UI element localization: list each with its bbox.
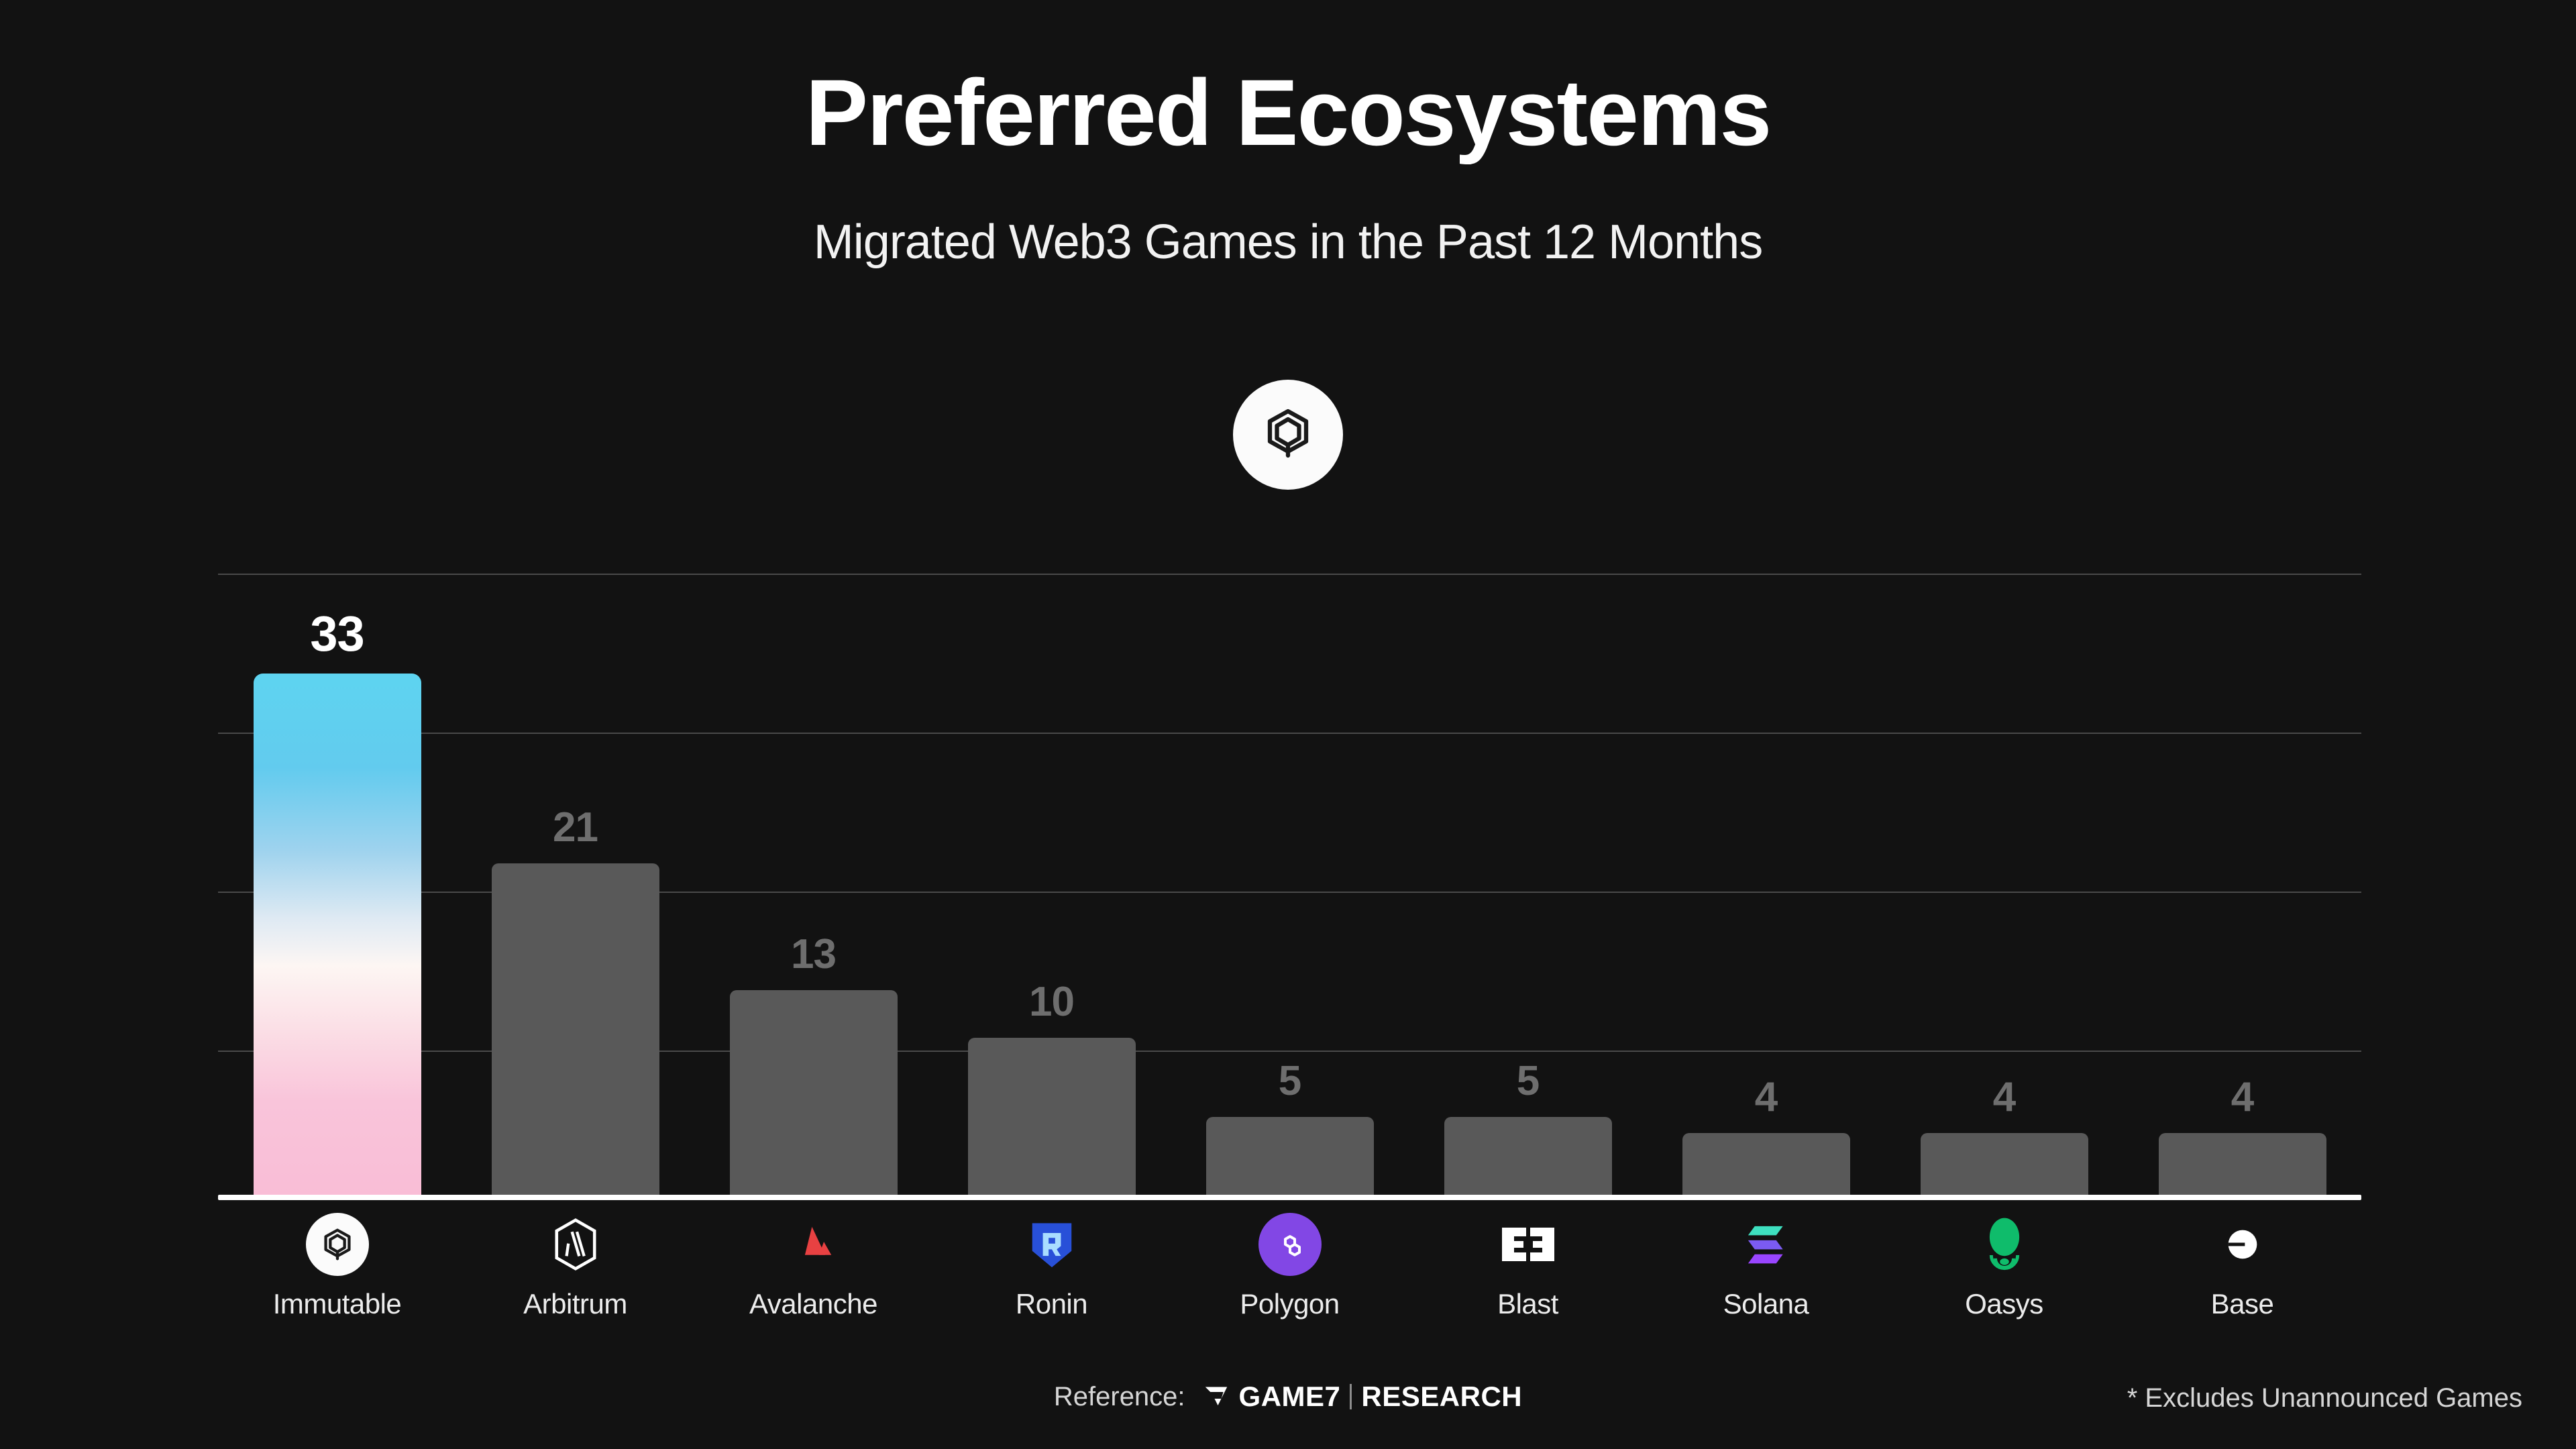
bar-chart: 33 21 13 10 5 5 4 4 4 bbox=[218, 564, 2361, 1208]
axis-label: Blast bbox=[1497, 1288, 1558, 1320]
axis-label: Polygon bbox=[1240, 1288, 1340, 1320]
axis-item-ronin[interactable]: Ronin bbox=[968, 1213, 1136, 1320]
bar-rect bbox=[1920, 1133, 2088, 1196]
bar-base[interactable]: 4 bbox=[2158, 564, 2326, 1196]
polygon-icon bbox=[1258, 1213, 1322, 1276]
gridline-10 bbox=[218, 1051, 2361, 1052]
blast-icon bbox=[1497, 1213, 1560, 1276]
bar-ronin[interactable]: 10 bbox=[967, 564, 1136, 1196]
immutable-logo-icon bbox=[1256, 401, 1320, 469]
bar-solana[interactable]: 4 bbox=[1682, 564, 1850, 1196]
axis-item-solana[interactable]: Solana bbox=[1682, 1213, 1850, 1320]
game7-brand-text: GAME7 bbox=[1238, 1381, 1341, 1412]
bar-value-label: 5 bbox=[1278, 1058, 1301, 1104]
bar-oasys[interactable]: 4 bbox=[1920, 564, 2088, 1196]
bar-rect bbox=[967, 1038, 1136, 1196]
reference-label: Reference: bbox=[1053, 1381, 1185, 1411]
game7-research-text: RESEARCH bbox=[1361, 1381, 1523, 1412]
solana-icon bbox=[1735, 1213, 1798, 1276]
bar-rect bbox=[729, 990, 898, 1196]
axis-label: Avalanche bbox=[749, 1288, 877, 1320]
bar-value-label: 5 bbox=[1516, 1058, 1540, 1104]
axis-item-oasys[interactable]: Oasys bbox=[1921, 1213, 2088, 1320]
bar-value-label: 10 bbox=[1029, 979, 1075, 1025]
reference-footer: Reference: GAME7 RESEARCH bbox=[0, 1381, 2576, 1413]
footer-divider bbox=[1350, 1384, 1352, 1409]
axis-item-arbitrum[interactable]: Arbitrum bbox=[492, 1213, 659, 1320]
bar-value-label: 4 bbox=[2231, 1074, 2254, 1120]
bar-rect bbox=[491, 863, 659, 1196]
bar-value-label: 21 bbox=[553, 804, 598, 851]
ronin-icon bbox=[1020, 1213, 1083, 1276]
bar-rect bbox=[1682, 1133, 1850, 1196]
bar-rect bbox=[253, 674, 421, 1196]
bar-value-label: 13 bbox=[791, 931, 837, 977]
gridline-30 bbox=[218, 733, 2361, 734]
arbitrum-icon bbox=[544, 1213, 607, 1276]
bar-value-label: 4 bbox=[1992, 1074, 2016, 1120]
bar-value-label: 4 bbox=[1754, 1074, 1778, 1120]
axis-label: Arbitrum bbox=[523, 1288, 627, 1320]
bar-rect bbox=[1444, 1117, 1612, 1196]
game7-logo: GAME7 RESEARCH bbox=[1203, 1381, 1523, 1413]
base-icon bbox=[2211, 1213, 2274, 1276]
gridline-40 bbox=[218, 574, 2361, 575]
axis-label: Solana bbox=[1723, 1288, 1809, 1320]
axis-item-blast[interactable]: Blast bbox=[1444, 1213, 1612, 1320]
bar-value-label: 33 bbox=[310, 606, 364, 661]
axis-item-base[interactable]: Base bbox=[2159, 1213, 2326, 1320]
axis-item-polygon[interactable]: Polygon bbox=[1206, 1213, 1374, 1320]
bar-rect bbox=[1205, 1117, 1374, 1196]
axis-item-avalanche[interactable]: Avalanche bbox=[730, 1213, 898, 1320]
page-subtitle: Migrated Web3 Games in the Past 12 Month… bbox=[813, 215, 1763, 269]
footer-note: * Excludes Unannounced Games bbox=[2127, 1383, 2522, 1413]
avalanche-icon bbox=[782, 1213, 845, 1276]
x-axis-line bbox=[218, 1195, 2361, 1200]
bar-series: 33 21 13 10 5 5 4 4 4 bbox=[218, 564, 2361, 1196]
bar-avalanche[interactable]: 13 bbox=[729, 564, 898, 1196]
bar-arbitrum[interactable]: 21 bbox=[491, 564, 659, 1196]
axis-label: Oasys bbox=[1965, 1288, 2043, 1320]
category-axis: Immutable Arbitrum Avalanche Ronin P bbox=[218, 1213, 2361, 1340]
bar-rect bbox=[2158, 1133, 2326, 1196]
gridline-20 bbox=[218, 892, 2361, 893]
game7-mark-icon bbox=[1203, 1382, 1230, 1412]
axis-item-immutable[interactable]: Immutable bbox=[254, 1213, 421, 1320]
immutable-icon bbox=[305, 1213, 369, 1276]
page-title: Preferred Ecosystems bbox=[805, 60, 1772, 165]
axis-label: Ronin bbox=[1015, 1288, 1088, 1320]
bar-immutable[interactable]: 33 bbox=[253, 564, 421, 1196]
bar-polygon[interactable]: 5 bbox=[1205, 564, 1374, 1196]
axis-label: Base bbox=[2210, 1288, 2274, 1320]
immutable-logo-badge bbox=[1233, 380, 1343, 490]
bar-blast[interactable]: 5 bbox=[1444, 564, 1612, 1196]
oasys-icon bbox=[1973, 1213, 2036, 1276]
axis-label: Immutable bbox=[272, 1288, 402, 1320]
